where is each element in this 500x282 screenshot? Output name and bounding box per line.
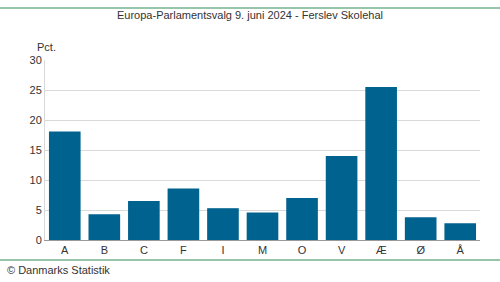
svg-text:Europa-Parlamentsvalg 9. juni: Europa-Parlamentsvalg 9. juni 2024 - Fer… (117, 9, 383, 21)
svg-text:M: M (258, 244, 267, 256)
svg-text:30: 30 (30, 54, 42, 66)
svg-text:© Danmarks Statistik: © Danmarks Statistik (7, 264, 110, 276)
svg-text:I: I (221, 244, 224, 256)
svg-text:25: 25 (30, 84, 42, 96)
svg-text:B: B (101, 244, 108, 256)
svg-text:0: 0 (36, 234, 42, 246)
svg-text:15: 15 (30, 144, 42, 156)
svg-text:10: 10 (30, 174, 42, 186)
svg-text:F: F (180, 244, 187, 256)
svg-text:Å: Å (457, 244, 465, 256)
svg-text:Ø: Ø (416, 244, 425, 256)
svg-text:Pct.: Pct. (37, 41, 56, 53)
svg-text:5: 5 (36, 204, 42, 216)
svg-text:O: O (298, 244, 307, 256)
svg-text:20: 20 (30, 114, 42, 126)
svg-text:Æ: Æ (376, 244, 387, 256)
svg-text:C: C (140, 244, 148, 256)
svg-text:A: A (61, 244, 69, 256)
svg-text:V: V (338, 244, 346, 256)
